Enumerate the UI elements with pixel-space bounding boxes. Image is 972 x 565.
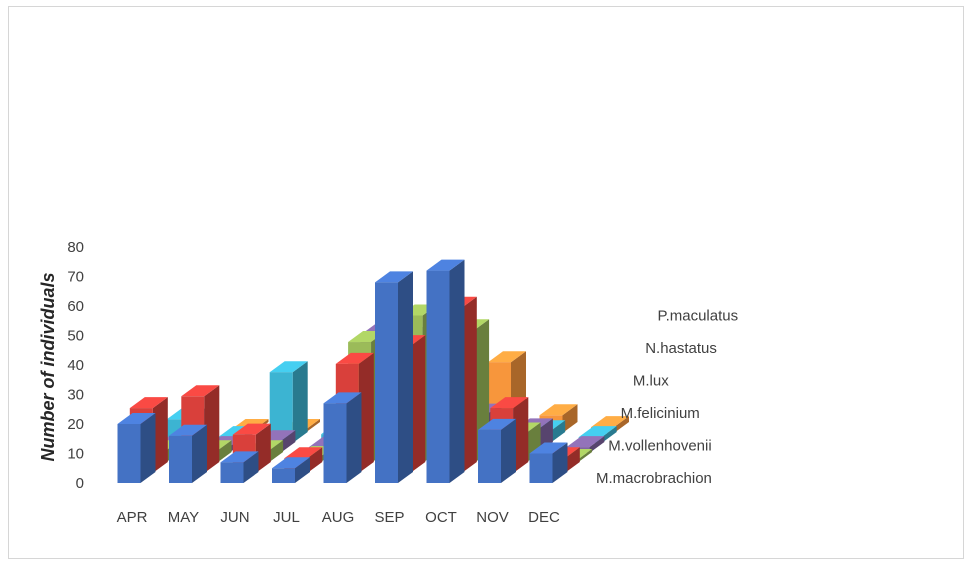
series-m-macrobrachion [117, 259, 568, 483]
bar-m-macrobrachion-aug [323, 392, 362, 483]
y-axis-ticks: 0 10 20 30 40 50 60 70 80 [67, 239, 84, 492]
y-tick-label: 10 [67, 446, 84, 463]
x-tick-label: OCT [425, 509, 457, 526]
bar-m-macrobrachion-jun [220, 451, 259, 483]
bar-m-macrobrachion-dec [529, 442, 568, 483]
x-tick-label: JUN [220, 509, 249, 526]
bar-m-macrobrachion-apr [117, 413, 156, 483]
series-label-p-maculatus: P.maculatus [658, 308, 739, 325]
chart-3d-bar-plot: Number of individuals 01020304050607080 … [38, 239, 738, 526]
bar-m-macrobrachion-may [169, 424, 207, 483]
x-tick-label: AUG [322, 509, 355, 526]
x-tick-label: MAY [168, 509, 199, 526]
y-tick-label: 20 [67, 416, 84, 433]
bar-m-macrobrachion-jul [272, 457, 310, 483]
series-label-m-vollenhovenii: M.vollenhovenii [608, 438, 711, 455]
y-tick-label: 40 [67, 357, 84, 374]
series-label-m-lux: M.lux [633, 373, 669, 390]
series-label-m-felicinium: M.felicinium [621, 405, 700, 422]
y-tick-label: 70 [67, 269, 84, 286]
x-tick-label: APR [117, 509, 148, 526]
series-label-m-macrobrachion: M.macrobrachion [596, 470, 712, 487]
x-tick-label: DEC [528, 509, 560, 526]
x-tick-label: JUL [273, 509, 300, 526]
bar-n-hastatus-jun [269, 361, 308, 443]
y-axis-title: Number of individuals [38, 272, 58, 461]
bar-m-macrobrachion-nov [478, 418, 516, 483]
y-axis-title-group: Number of individuals [38, 272, 58, 461]
series-labels: M.macrobrachion M.vollenhovenii M.felicini… [596, 308, 738, 488]
x-tick-label: SEP [374, 509, 404, 526]
series-label-n-hastatus: N.hastatus [645, 340, 717, 357]
bar-m-macrobrachion-oct [426, 259, 465, 483]
y-tick-label: 80 [67, 239, 84, 256]
bars-layer [117, 259, 629, 483]
y-tick-label: 30 [67, 387, 84, 404]
x-tick-label: NOV [476, 509, 509, 526]
x-axis-ticks: APR MAY JUN JUL AUG SEP OCT NOV DEC [117, 509, 560, 526]
chart-frame: Number of individuals 0 10 20 30 40 50 60 70 80 … [8, 6, 964, 559]
bar-m-macrobrachion-sep [375, 271, 413, 483]
y-tick-label: 60 [67, 298, 84, 315]
y-tick-label: 0 [76, 475, 84, 492]
y-tick-label: 50 [67, 328, 84, 345]
